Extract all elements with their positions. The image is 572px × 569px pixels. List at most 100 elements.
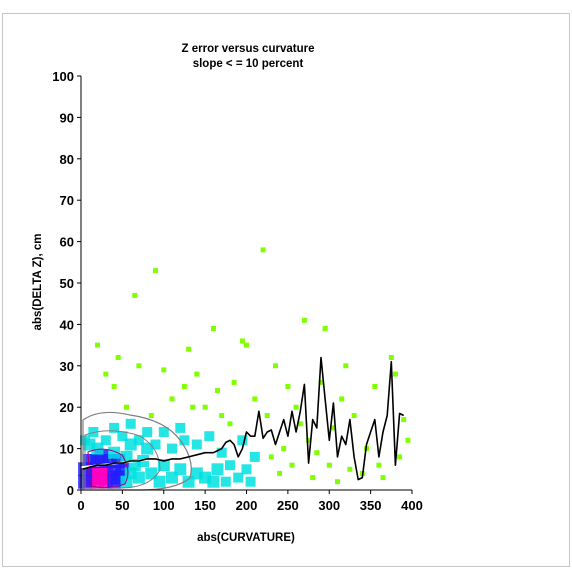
density-cell-32 [157, 459, 170, 472]
density-cell-40 [141, 442, 154, 455]
density-cell-112 [401, 417, 407, 423]
density-cell-39 [211, 463, 224, 476]
x-tick-label-1: 50 [115, 498, 129, 513]
mean-curve-line [82, 356, 405, 481]
x-tick-label-6: 300 [318, 498, 340, 513]
x-tick-label-2: 100 [153, 498, 175, 513]
density-cell-76 [194, 371, 200, 377]
curve-layer [80, 356, 405, 481]
density-cell-67 [103, 371, 109, 377]
density-cell-84 [252, 396, 258, 402]
density-cell-80 [219, 413, 225, 418]
density-cell-102 [343, 363, 349, 369]
y-tick-label-10: 100 [52, 69, 74, 84]
density-cell-91 [289, 462, 295, 468]
density-cell-118 [376, 462, 382, 468]
density-cell-100 [330, 425, 336, 431]
density-cell-103 [347, 466, 353, 472]
density-cell-34 [174, 463, 187, 476]
density-cell-44 [117, 431, 128, 442]
density-cell-109 [388, 355, 394, 360]
density-cell-58 [158, 427, 169, 437]
x-tick-label-7: 350 [360, 498, 382, 513]
density-cell-86 [264, 413, 270, 418]
density-cell-51 [216, 447, 227, 458]
density-cell-104 [351, 413, 357, 418]
x-axis-label: abs(CURVATURE) [197, 532, 295, 544]
density-cell-25 [120, 450, 133, 463]
density-cell-50 [204, 431, 215, 442]
y-tick-label-2: 20 [60, 400, 74, 415]
density-cell-85 [260, 247, 266, 253]
inner-contour [87, 448, 129, 489]
density-cell-98 [322, 326, 328, 331]
density-cell-45 [133, 435, 144, 446]
density-cell-60 [125, 418, 136, 429]
density-cell-107 [372, 384, 378, 389]
density-cell-122 [190, 404, 196, 410]
y-tick-label-0: 0 [67, 483, 74, 498]
density-cell-71 [136, 363, 142, 369]
x-tick-label-8: 400 [401, 498, 423, 513]
density-cell-87 [268, 454, 274, 460]
density-cell-46 [150, 439, 161, 450]
x-tick-label-5: 250 [277, 498, 299, 513]
density-cell-68 [111, 384, 117, 389]
y-tick-label-8: 80 [60, 152, 74, 167]
density-cell-54 [220, 476, 231, 487]
density-cell-114 [231, 379, 237, 385]
density-cell-38 [207, 475, 220, 488]
density-cell-90 [285, 384, 291, 389]
outer-contour [82, 411, 192, 491]
density-cell-110 [392, 371, 398, 377]
density-cell-117 [339, 396, 345, 402]
density-cell-89 [281, 446, 287, 452]
density-cell-115 [273, 363, 278, 369]
x-tick-label-3: 150 [194, 498, 216, 513]
density-cell-74 [169, 396, 175, 402]
density-cell-78 [202, 404, 208, 410]
density-cell-53 [233, 472, 244, 483]
density-cell-73 [161, 367, 167, 373]
density-cell-59 [175, 422, 186, 433]
density-cell-92 [293, 404, 299, 410]
density-cell-57 [142, 427, 153, 437]
density-cell-96 [314, 450, 320, 456]
density-cell-79 [215, 388, 220, 394]
density-cell-101 [335, 479, 340, 485]
density-cell-55 [88, 427, 99, 437]
density-cell-69 [124, 404, 129, 410]
density-cell-28 [132, 471, 145, 484]
density-cell-83 [244, 342, 249, 348]
y-tick-label-9: 90 [60, 110, 74, 125]
density-cell-121 [148, 413, 154, 418]
y-tick-label-5: 50 [60, 276, 74, 291]
density-cell-26 [108, 446, 121, 459]
density-cell-62 [241, 464, 252, 475]
density-cell-81 [227, 421, 233, 427]
density-cell-65 [245, 476, 256, 487]
y-tick-label-4: 40 [60, 317, 74, 332]
y-tick-label-1: 10 [60, 442, 74, 457]
y-axis-label: abs(DELTA Z), cm [32, 234, 44, 331]
density-cell-119 [181, 384, 187, 389]
density-cell-70 [132, 292, 138, 298]
density-cell-116 [297, 421, 303, 427]
y-ticks: 0 10 20 30 40 50 60 70 80 90 100 [52, 69, 81, 498]
chart-subtitle: slope < = 10 percent [193, 58, 304, 70]
density-cell-97 [318, 379, 324, 385]
density-cell-72 [153, 268, 158, 274]
density-cell-108 [380, 475, 386, 481]
density-cell-94 [306, 437, 312, 443]
density-cell-93 [301, 317, 307, 323]
y-tick-label-6: 60 [60, 235, 74, 250]
density-cell-75 [186, 346, 192, 352]
density-cell-120 [115, 355, 121, 360]
density-cell-111 [397, 454, 403, 460]
y-tick-label-3: 30 [60, 359, 74, 374]
x-tick-label-0: 0 [77, 498, 84, 513]
density-cell-48 [179, 435, 190, 446]
x-ticks: 0 50 100 150 200 250 300 350 400 [77, 490, 423, 513]
density-cell-95 [310, 475, 316, 481]
